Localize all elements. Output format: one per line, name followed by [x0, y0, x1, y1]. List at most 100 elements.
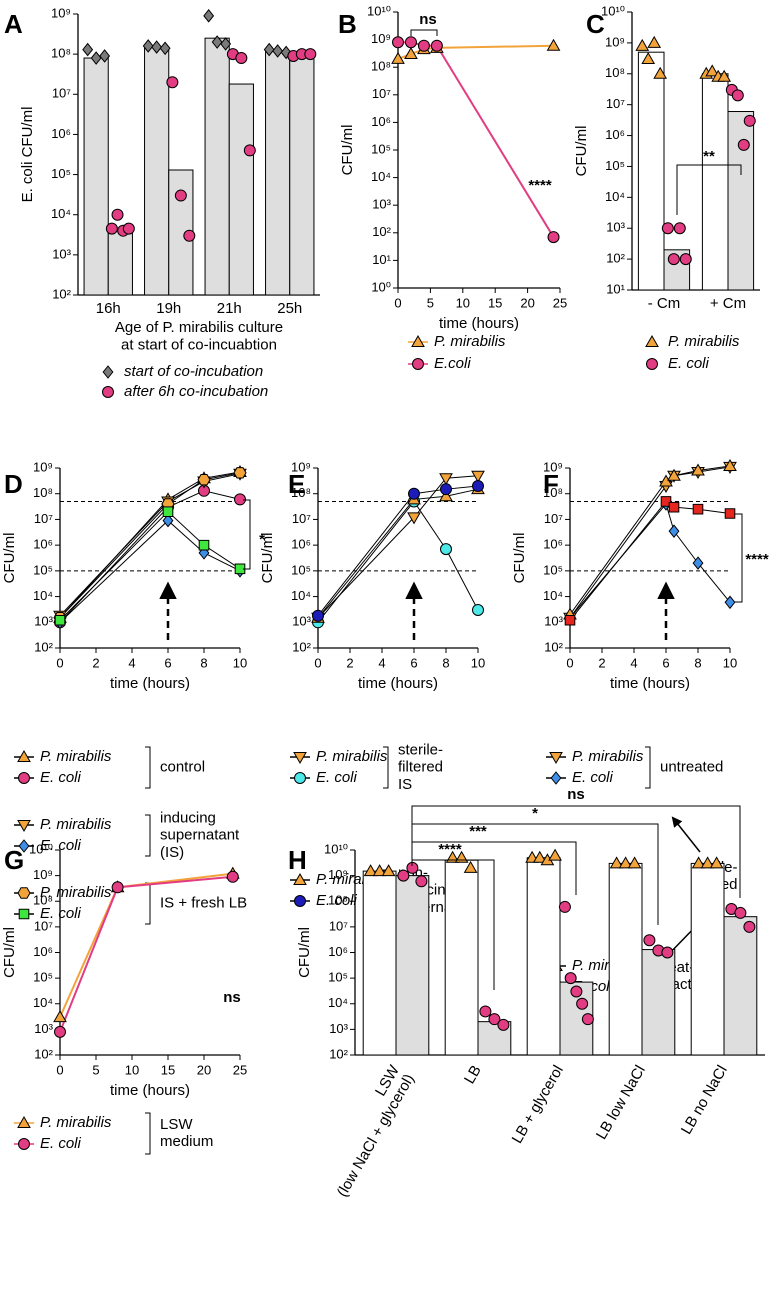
y-tick-label: 10⁴ [33, 995, 53, 1010]
annotation: * [532, 805, 538, 822]
y-tick-label: 10⁸ [291, 485, 311, 500]
marker [472, 604, 484, 617]
marker [408, 487, 420, 500]
y-tick-label: 10⁷ [292, 511, 311, 526]
x-tick-label: 8 [442, 655, 449, 670]
y-tick-label: 10⁶ [33, 537, 53, 552]
y-tick-label: 10⁸ [543, 485, 563, 500]
y-tick-label: 10⁵ [51, 166, 71, 181]
x-tick-label: LSW(low NaCl + glycerol) [319, 1062, 418, 1200]
marker [417, 39, 430, 52]
marker [547, 231, 560, 244]
y-tick-label: 10⁷ [544, 511, 563, 526]
x-tick-label: 10 [723, 655, 737, 670]
x-tick-label: 25 [233, 1062, 247, 1077]
legend-marker [293, 872, 307, 885]
legend-bracket [145, 1112, 151, 1155]
marker [618, 856, 633, 869]
y-tick-label: 10⁹ [33, 867, 53, 882]
y-tick-label: 10⁵ [371, 141, 391, 156]
marker [643, 934, 656, 947]
marker [709, 856, 724, 869]
marker [564, 614, 576, 626]
legend-label: P. mirabilis [668, 333, 740, 350]
marker [82, 42, 94, 57]
y-tick-label: 10⁶ [328, 944, 348, 959]
marker [558, 900, 571, 913]
x-tick-label: LB + glycerol [509, 1062, 567, 1146]
marker [472, 479, 484, 492]
marker [488, 1013, 501, 1026]
marker [415, 875, 428, 888]
legend-label: E. coli [668, 355, 710, 372]
bar [444, 859, 479, 1056]
legend-bracket [383, 746, 389, 789]
legend-label: P. mirabilis [40, 1114, 112, 1131]
marker [197, 474, 211, 486]
panel-letter: G [4, 845, 24, 875]
x-tick-label: 2 [346, 655, 353, 670]
y-axis-title: CFU/ml [573, 126, 590, 177]
marker [312, 609, 324, 622]
marker [198, 539, 210, 551]
marker [661, 946, 674, 959]
y-tick-label: 10² [372, 224, 391, 239]
y-tick-label: 10⁶ [543, 537, 563, 552]
bar [228, 83, 254, 296]
legend-marker [411, 334, 425, 347]
x-tick-label: 10 [233, 655, 247, 670]
x-axis-title: time (hours) [110, 1082, 190, 1099]
legend-label: P. mirabilis [40, 884, 112, 901]
marker [717, 69, 732, 82]
y-tick-label: 10² [544, 639, 563, 654]
y-tick-label: 10⁵ [328, 970, 348, 985]
marker [581, 1013, 594, 1026]
annotation: ** [703, 148, 715, 165]
x-tick-label: 15 [488, 295, 502, 310]
bar [362, 870, 397, 1056]
marker [661, 222, 674, 235]
series-line [59, 473, 241, 617]
y-tick-label: 10⁵ [33, 970, 53, 985]
x-tick-label: 20 [520, 295, 534, 310]
marker [497, 1018, 510, 1031]
y-tick-label: 10⁸ [605, 65, 625, 80]
significance-bracket [243, 499, 251, 570]
series-line [317, 475, 479, 619]
marker [99, 49, 111, 63]
legend-label: E. coli [316, 769, 358, 786]
marker [142, 39, 154, 53]
bar [701, 73, 729, 291]
marker [668, 524, 680, 538]
marker [700, 856, 715, 869]
series-line [59, 510, 241, 621]
y-tick-label: 10³ [52, 246, 71, 261]
marker [226, 870, 239, 883]
marker [272, 44, 284, 58]
marker [304, 48, 317, 61]
annotation: **** [438, 841, 462, 858]
x-tick-label: LB no NaCl [678, 1062, 731, 1137]
y-tick-label: 10⁹ [605, 34, 625, 49]
legend-marker [17, 820, 31, 833]
y-axis-title: CFU/ml [259, 533, 276, 584]
marker [233, 467, 247, 479]
marker [263, 42, 275, 57]
marker [234, 493, 246, 506]
marker [430, 39, 443, 52]
marker [372, 864, 387, 877]
panel-letter: F [543, 469, 559, 499]
y-axis-title: CFU/ml [296, 927, 313, 978]
y-tick-label: 10⁹ [543, 459, 563, 474]
y-tick-label: 10³ [544, 614, 563, 629]
marker [407, 512, 421, 525]
series-line [59, 471, 241, 619]
marker [548, 848, 562, 861]
legend-group-label: inducing supernatant (IS) [160, 809, 240, 861]
marker [641, 52, 656, 65]
x-tick-label: 4 [128, 655, 135, 670]
marker [653, 66, 668, 79]
legend-label: start of co-incubation [124, 363, 263, 380]
marker [122, 222, 135, 235]
